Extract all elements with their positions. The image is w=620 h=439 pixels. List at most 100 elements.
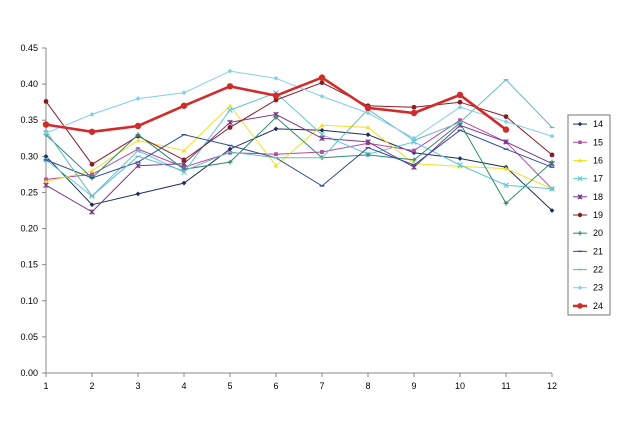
y-tick-label: 0.35 bbox=[20, 115, 38, 125]
data-point-20 bbox=[273, 114, 279, 120]
data-point-24 bbox=[364, 104, 372, 112]
data-point-23 bbox=[89, 112, 95, 117]
y-tick-label: 0.05 bbox=[20, 332, 38, 342]
data-point-19 bbox=[181, 157, 187, 163]
data-point-17 bbox=[503, 182, 509, 189]
series-line-15 bbox=[45, 119, 553, 190]
legend-label: 16 bbox=[593, 155, 603, 165]
data-point-14 bbox=[411, 150, 417, 156]
data-point-20 bbox=[135, 132, 141, 138]
x-tick-label: 10 bbox=[455, 381, 465, 391]
data-point-14 bbox=[319, 127, 325, 133]
y-tick-label: 0.40 bbox=[20, 79, 38, 89]
x-tick-label: 7 bbox=[319, 381, 324, 391]
data-point-19 bbox=[457, 99, 463, 105]
legend-label: 17 bbox=[593, 174, 603, 184]
data-point-14 bbox=[181, 180, 187, 186]
x-tick-label: 2 bbox=[89, 381, 94, 391]
data-point-19 bbox=[549, 152, 555, 158]
data-point-15 bbox=[458, 118, 462, 123]
data-point-16 bbox=[365, 125, 371, 130]
data-point-15 bbox=[320, 150, 324, 154]
data-point-17 bbox=[135, 147, 141, 154]
data-point-19 bbox=[89, 161, 95, 167]
series-line-21 bbox=[45, 129, 553, 187]
data-point-16 bbox=[457, 164, 463, 169]
y-tick-label: 0.20 bbox=[20, 224, 38, 234]
data-point-14 bbox=[549, 208, 555, 213]
legend-item-22: 22 bbox=[573, 265, 603, 275]
data-point-16 bbox=[135, 138, 141, 143]
x-tick-label: 3 bbox=[135, 381, 140, 391]
x-tick-label: 9 bbox=[411, 381, 416, 391]
data-point-16 bbox=[319, 122, 325, 128]
data-point-23 bbox=[227, 68, 233, 74]
data-point-20 bbox=[549, 159, 555, 165]
data-point-16 bbox=[503, 166, 509, 171]
legend-marker bbox=[577, 194, 583, 200]
data-point-23 bbox=[43, 130, 49, 136]
data-point-17 bbox=[549, 186, 555, 192]
legend-marker bbox=[577, 158, 583, 163]
data-point-16 bbox=[181, 148, 187, 153]
legend-marker bbox=[578, 140, 582, 144]
data-point-16 bbox=[43, 179, 49, 184]
plot-area bbox=[42, 68, 555, 215]
data-point-24 bbox=[42, 121, 50, 128]
data-point-24 bbox=[502, 126, 510, 133]
series-line-19 bbox=[45, 82, 553, 165]
data-point-18 bbox=[43, 182, 49, 189]
legend-marker bbox=[577, 285, 583, 290]
legend-label: 19 bbox=[593, 210, 603, 220]
x-tick-label: 6 bbox=[273, 381, 278, 391]
series-line-22 bbox=[45, 79, 553, 197]
data-point-24 bbox=[134, 122, 142, 130]
data-point-18 bbox=[503, 139, 509, 145]
data-point-23 bbox=[457, 104, 463, 110]
data-point-23 bbox=[503, 119, 509, 125]
series-line-14 bbox=[45, 128, 553, 211]
x-tick-label: 12 bbox=[547, 381, 557, 391]
data-point-17 bbox=[227, 107, 233, 113]
data-point-23 bbox=[549, 133, 555, 139]
x-tick-label: 1 bbox=[43, 381, 48, 391]
legend-item-19: 19 bbox=[573, 210, 603, 220]
y-tick-label: 0.00 bbox=[20, 368, 38, 378]
data-point-15 bbox=[136, 147, 140, 152]
data-point-19 bbox=[503, 114, 509, 120]
data-point-24 bbox=[226, 83, 234, 90]
legend-marker bbox=[577, 212, 583, 218]
data-point-24 bbox=[410, 109, 418, 117]
data-point-24 bbox=[456, 91, 464, 99]
data-point-19 bbox=[227, 125, 233, 130]
data-point-19 bbox=[43, 99, 49, 104]
data-point-14 bbox=[89, 202, 95, 208]
data-point-19 bbox=[273, 97, 279, 103]
data-point-23 bbox=[411, 135, 417, 141]
data-point-17 bbox=[457, 162, 463, 168]
data-point-15 bbox=[274, 152, 278, 157]
data-point-23 bbox=[365, 110, 371, 116]
data-point-16 bbox=[227, 103, 233, 108]
legend: 14 15 16 17 18 19 20 21 22 23 24 bbox=[567, 114, 611, 316]
legend-item-18: 18 bbox=[573, 192, 603, 202]
legend-marker bbox=[577, 121, 583, 127]
legend-label: 14 bbox=[593, 119, 603, 129]
data-point-23 bbox=[135, 96, 141, 101]
series-line-17 bbox=[45, 92, 553, 197]
data-point-20 bbox=[365, 152, 371, 158]
chart-axes: 0.00 0.05 0.10 0.15 0.20 0.25 0.30 0.35 0.40 0.45… bbox=[20, 43, 557, 391]
series-line-24 bbox=[45, 76, 507, 134]
data-point-24 bbox=[272, 92, 280, 99]
data-point-23 bbox=[181, 90, 187, 96]
legend-label: 24 bbox=[593, 301, 603, 311]
x-tick-label: 4 bbox=[181, 381, 186, 391]
legend-item-20: 20 bbox=[573, 228, 603, 238]
x-tick-label: 8 bbox=[365, 381, 370, 391]
series-18 bbox=[43, 111, 555, 215]
y-tick-label: 0.15 bbox=[20, 260, 38, 270]
data-point-15 bbox=[412, 148, 416, 153]
data-point-14 bbox=[135, 191, 141, 197]
data-point-20 bbox=[411, 157, 417, 163]
data-point-20 bbox=[503, 200, 509, 206]
